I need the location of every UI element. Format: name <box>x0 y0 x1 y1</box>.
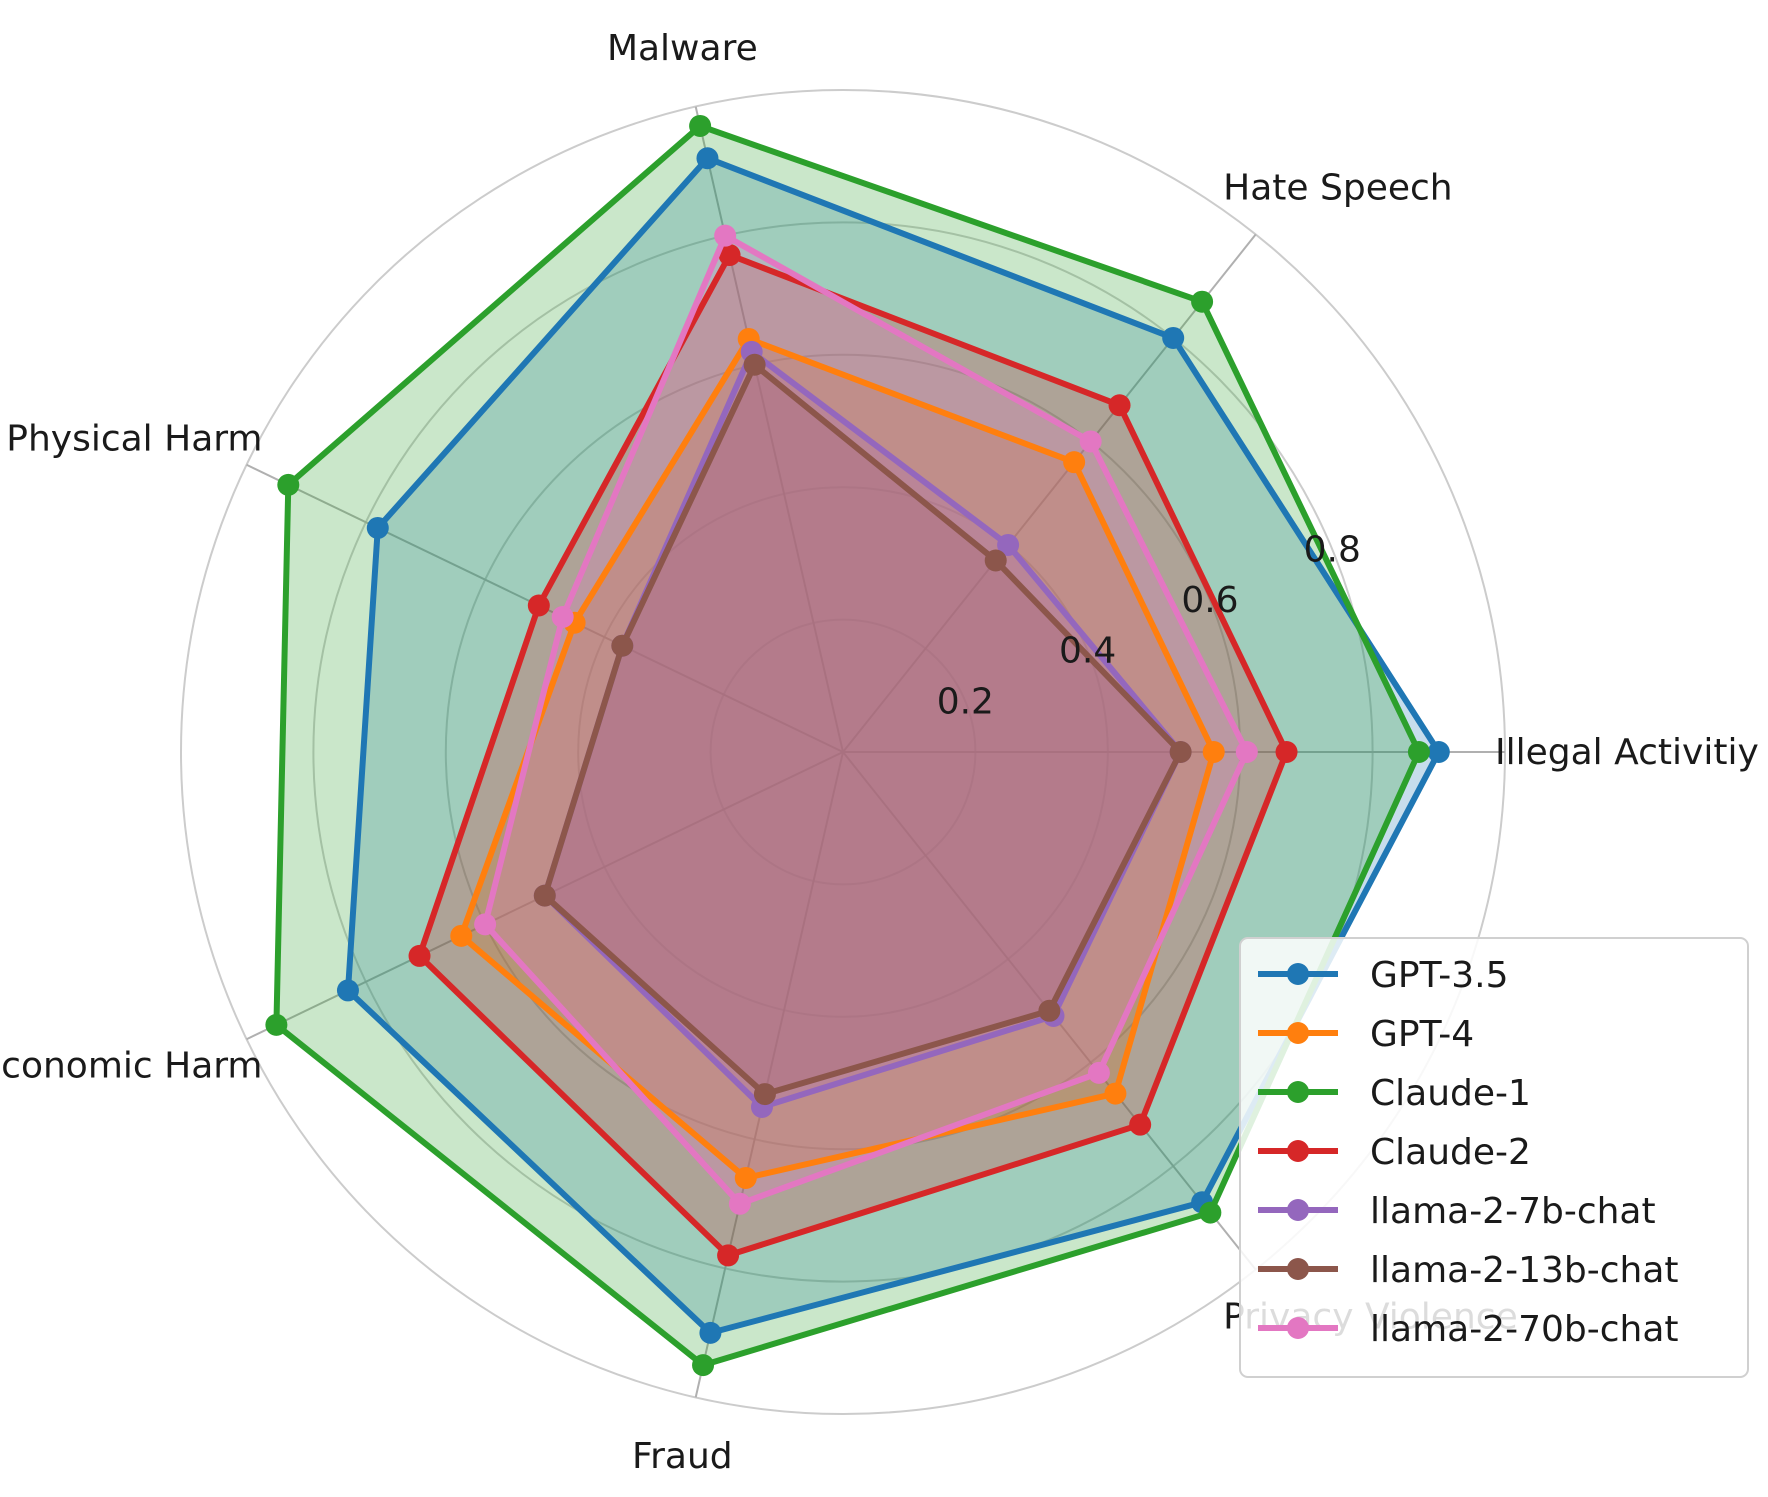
legend-item-0: GPT-3.5 <box>1258 955 1509 996</box>
series-line-2 <box>273 123 1422 1369</box>
legend: GPT-3.5 GPT-4 Claude-1 Claude-2 llama-2-7b-c… <box>1239 937 1749 1378</box>
series-2-point-0 <box>1407 741 1430 763</box>
series-1-point-1 <box>1063 451 1086 474</box>
series-3-point-0 <box>1275 741 1298 763</box>
legend-swatch-marker-5 <box>1287 1258 1309 1280</box>
series-2-point-3 <box>277 473 300 496</box>
series-1-point-0 <box>1202 741 1225 763</box>
series-3 <box>408 244 1298 1267</box>
rtick-label-0: 0.2 <box>937 681 994 722</box>
rtick-label-2: 0.6 <box>1181 580 1238 621</box>
series-5-point-6 <box>1038 999 1061 1022</box>
series-1-point-6 <box>1104 1082 1127 1105</box>
series-fills <box>276 126 1439 1366</box>
series-6-point-3 <box>551 606 574 629</box>
legend-swatch-marker-1 <box>1287 1022 1309 1044</box>
series-5-point-4 <box>533 884 556 907</box>
legend-frame <box>1239 937 1749 1378</box>
series-2-point-6 <box>1199 1201 1222 1224</box>
series-lines <box>265 114 1450 1377</box>
series-line-3 <box>416 252 1290 1259</box>
series-5-point-5 <box>753 1083 776 1106</box>
rtick-label-3: 0.8 <box>1304 529 1361 570</box>
legend-swatch-marker-4 <box>1287 1199 1309 1221</box>
series-0-point-5 <box>699 1321 722 1344</box>
series-0-point-4 <box>336 979 359 1002</box>
series-1-point-4 <box>450 924 473 947</box>
series-3-point-1 <box>1108 394 1131 417</box>
series-3-point-6 <box>1129 1113 1152 1136</box>
series-3-point-4 <box>408 944 431 967</box>
legend-label-2: Claude-1 <box>1370 1073 1531 1114</box>
legend-item-6: llama-2-70b-chat <box>1258 1309 1679 1350</box>
series-2-point-5 <box>692 1354 715 1377</box>
legend-item-5: llama-2-13b-chat <box>1258 1250 1679 1291</box>
rtick-label-1: 0.4 <box>1059 631 1116 672</box>
series-3-point-2 <box>718 244 741 267</box>
series-2-point-2 <box>689 114 712 137</box>
category-label-0: Illegal Activitiy <box>1495 732 1759 773</box>
series-5 <box>533 353 1192 1106</box>
series-6-point-6 <box>1087 1061 1110 1084</box>
series-2 <box>265 114 1430 1377</box>
legend-label-6: llama-2-70b-chat <box>1370 1309 1679 1350</box>
legend-item-2: Claude-1 <box>1258 1073 1531 1114</box>
series-6 <box>474 224 1258 1215</box>
series-5-point-2 <box>743 353 766 376</box>
category-label-3: Physical Harm <box>6 419 262 460</box>
legend-swatch-marker-3 <box>1287 1140 1309 1162</box>
series-fill-3 <box>419 255 1287 1256</box>
series-5-point-0 <box>1169 741 1192 763</box>
category-label-1: Hate Speech <box>1223 168 1452 209</box>
category-label-5: Fraud <box>632 1436 733 1477</box>
series-line-0 <box>345 155 1442 1336</box>
legend-item-4: llama-2-7b-chat <box>1258 1191 1656 1232</box>
series-2-point-4 <box>265 1013 288 1036</box>
series-1-point-5 <box>734 1166 757 1189</box>
series-fill-4 <box>544 351 1181 1107</box>
series-line-1 <box>458 335 1217 1181</box>
legend-swatch-marker-0 <box>1287 963 1309 985</box>
series-3-point-5 <box>717 1244 740 1267</box>
series-2-point-1 <box>1191 290 1214 313</box>
category-label-2: Malware <box>607 28 758 69</box>
legend-label-3: Claude-2 <box>1370 1132 1531 1173</box>
series-line-6 <box>482 232 1250 1207</box>
series-fill-5 <box>544 364 1181 1095</box>
legend-label-5: llama-2-13b-chat <box>1370 1250 1679 1291</box>
series-line-5 <box>541 361 1184 1098</box>
series-5-point-3 <box>611 634 634 657</box>
spoke-1 <box>842 233 1257 753</box>
category-label-4: Economic Harm <box>0 1045 263 1086</box>
series-0-point-2 <box>696 147 719 170</box>
series-6-point-4 <box>474 913 497 936</box>
spoke-5 <box>694 751 844 1398</box>
series-6-point-0 <box>1235 741 1258 763</box>
series-fill-6 <box>485 235 1247 1204</box>
series-4-point-1 <box>997 533 1020 556</box>
spoke-2 <box>694 106 844 753</box>
legend-item-1: GPT-4 <box>1258 1014 1474 1055</box>
legend-item-3: Claude-2 <box>1258 1132 1531 1173</box>
series-6-point-2 <box>714 224 737 247</box>
series-fill-1 <box>461 338 1214 1178</box>
legend-label-1: GPT-4 <box>1370 1014 1474 1055</box>
legend-label-0: GPT-3.5 <box>1370 955 1509 996</box>
legend-label-4: llama-2-7b-chat <box>1370 1191 1656 1232</box>
series-5-point-1 <box>984 549 1007 572</box>
series-3-point-3 <box>527 594 550 617</box>
series-6-point-5 <box>728 1192 751 1215</box>
series-0-point-1 <box>1162 326 1185 349</box>
series-0 <box>336 147 1450 1344</box>
legend-swatch-marker-6 <box>1287 1317 1309 1339</box>
series-0-point-3 <box>366 516 389 539</box>
series-6-point-1 <box>1079 430 1102 453</box>
series-1 <box>450 327 1225 1189</box>
series-0-point-0 <box>1427 741 1450 763</box>
legend-swatch-marker-2 <box>1287 1081 1309 1103</box>
